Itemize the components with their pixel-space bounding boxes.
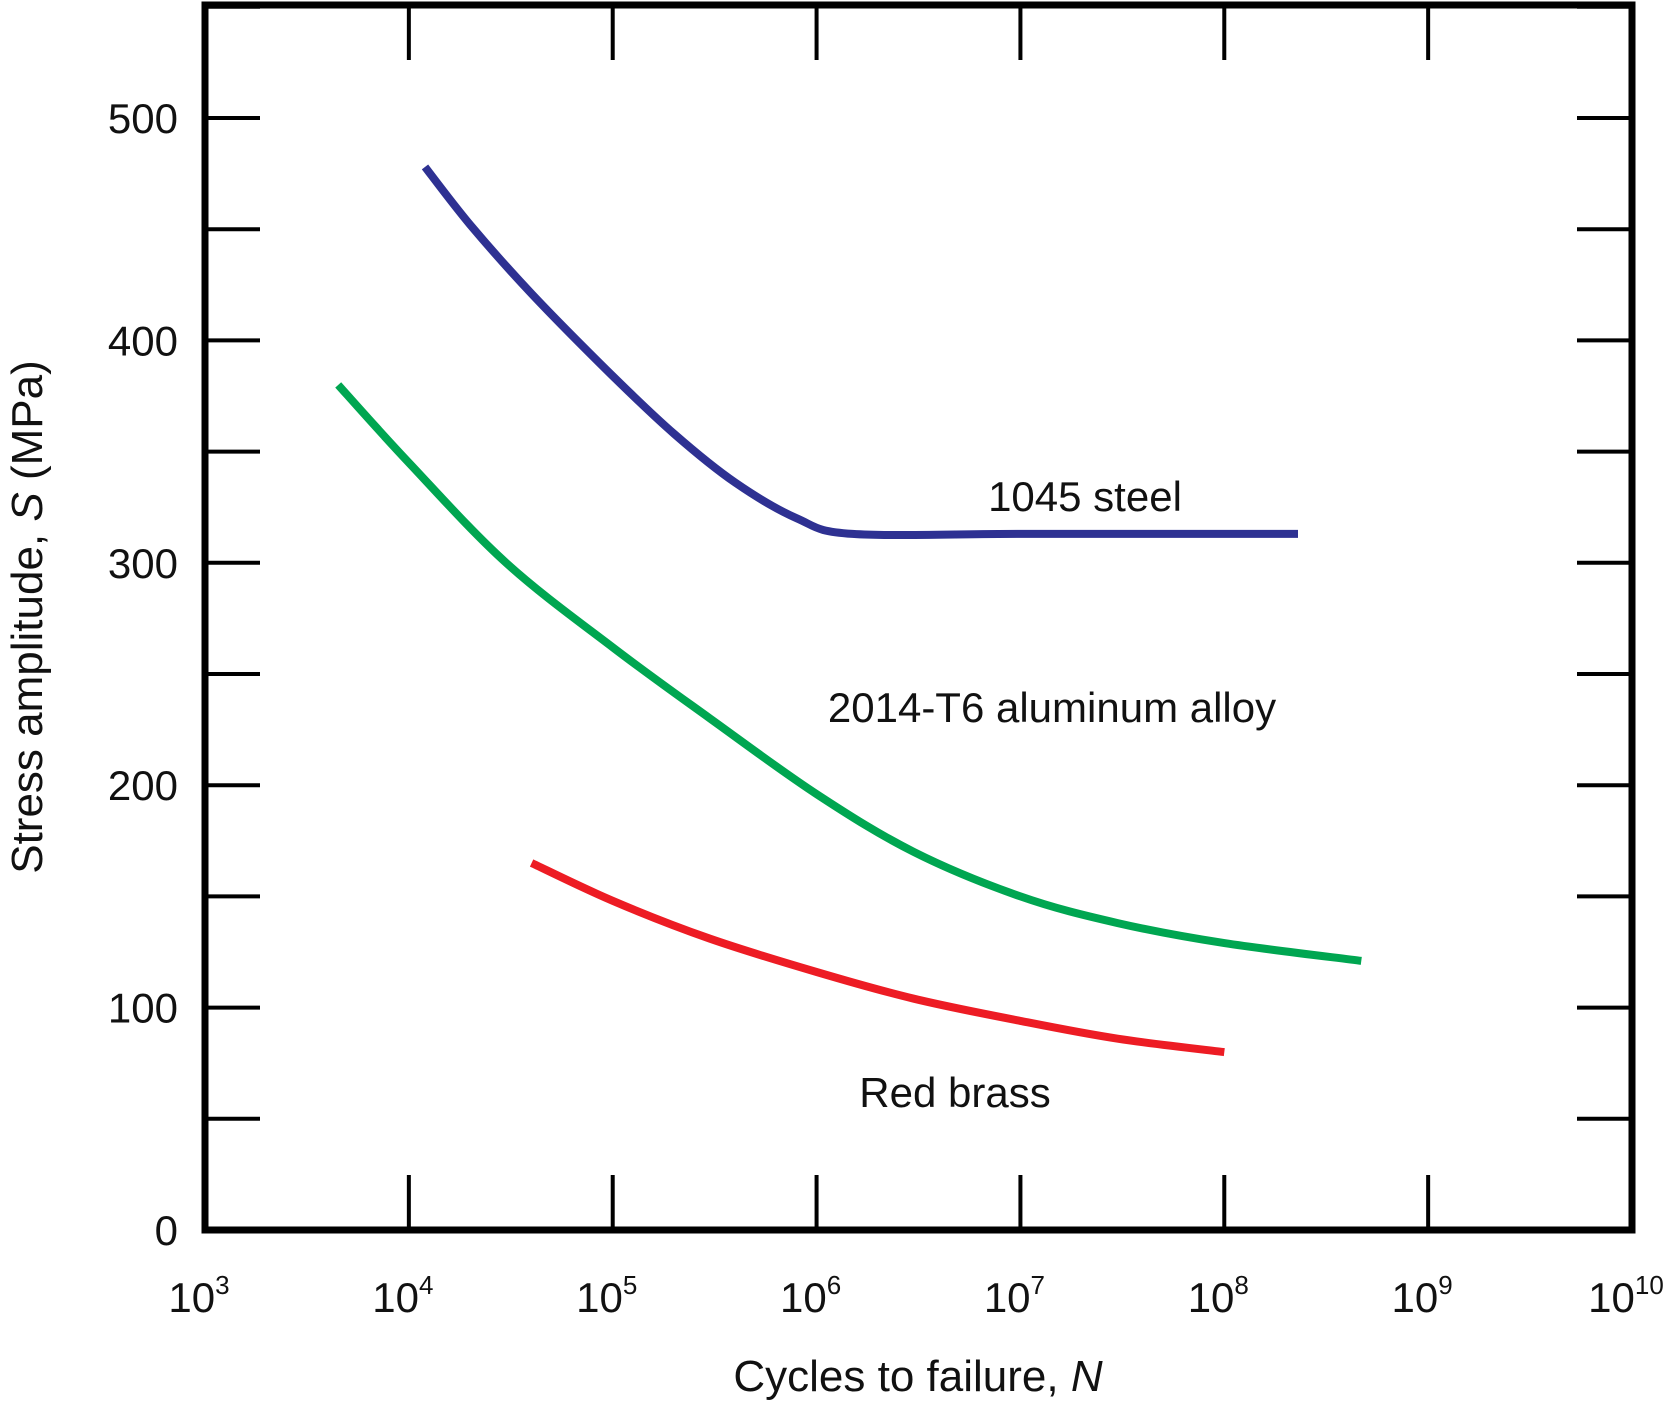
axis-ticks: [205, 4, 1632, 1230]
series-labels: 1045 steel 2014-T6 aluminum alloy Red bras…: [828, 473, 1276, 1116]
x-axis-title: Cycles to failure, N: [733, 1352, 1102, 1401]
x-tick-label: 106: [780, 1270, 841, 1321]
y-axis-title: Stress amplitude, S (MPa): [3, 360, 52, 874]
x-tick-label: 104: [372, 1270, 433, 1321]
y-tick-label: 300: [108, 540, 178, 587]
y-tick-label: 400: [108, 317, 178, 364]
plot-frame: [201, 1, 1636, 1234]
series-line-1045-steel: [421, 164, 1298, 540]
axis-tick-labels: 103 104 105 106 107 108 109 1010 0 100 200 300 400 50…: [108, 95, 1664, 1321]
x-tick-label: 109: [1392, 1270, 1453, 1321]
series-line-2014-t6-aluminum-alloy: [335, 382, 1362, 965]
x-tick-label: 1010: [1588, 1270, 1664, 1321]
series-line-red-brass: [529, 859, 1225, 1057]
series-lines: [335, 164, 1362, 1057]
x-tick-label: 103: [168, 1270, 229, 1321]
y-tick-label: 100: [108, 985, 178, 1032]
x-tick-label: 107: [984, 1270, 1045, 1321]
series-label-red-brass: Red brass: [859, 1069, 1050, 1116]
y-tick-label: 500: [108, 95, 178, 142]
y-tick-label: 0: [155, 1207, 178, 1254]
series-label-2014-t6-aluminum-alloy: 2014-T6 aluminum alloy: [828, 684, 1276, 731]
y-tick-label: 200: [108, 762, 178, 809]
x-tick-label: 108: [1188, 1270, 1249, 1321]
series-label-1045-steel: 1045 steel: [988, 473, 1182, 520]
x-tick-label: 105: [576, 1270, 637, 1321]
